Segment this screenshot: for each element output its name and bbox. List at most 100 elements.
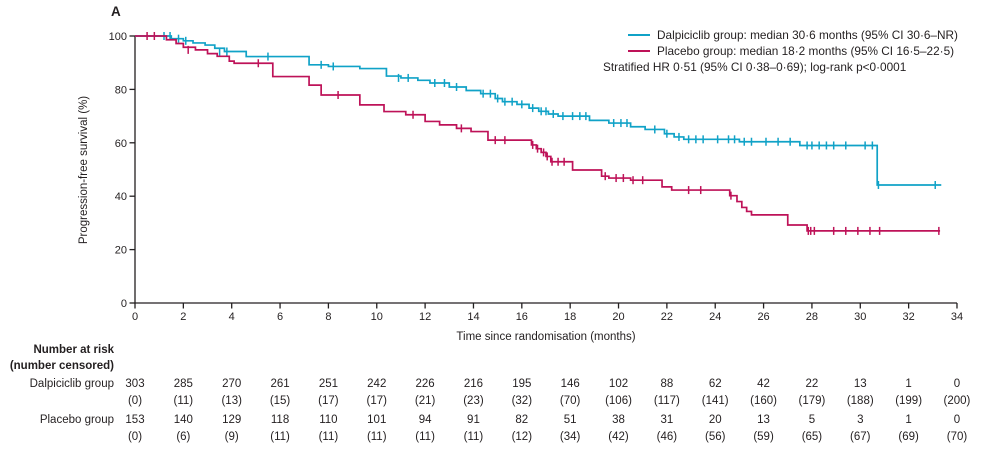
risk-cell: 22 (805, 378, 819, 390)
svg-text:100: 100 (109, 31, 127, 43)
svg-text:16: 16 (516, 311, 528, 323)
svg-text:10: 10 (371, 311, 383, 323)
svg-text:32: 32 (903, 311, 915, 323)
legend-item-dalpiciclib: Dalpiciclib group: median 30·6 months (9… (603, 27, 958, 43)
risk-cell: 51 (563, 414, 577, 426)
risk-cell: 216 (463, 378, 484, 390)
dalpiciclib-group-curve (135, 35, 942, 186)
risk-cell: 251 (318, 378, 338, 390)
legend-label-dalpiciclib: Dalpiciclib group: median 30·6 months (9… (657, 28, 958, 42)
risk-cell: 242 (367, 378, 387, 390)
risk-cell: (106) (605, 395, 632, 407)
risk-cell: (34) (559, 431, 581, 443)
risk-cell: (0) (127, 431, 143, 443)
risk-cell: (11) (463, 431, 484, 443)
risk-cell: (67) (850, 431, 871, 443)
risk-cell: (0) (127, 395, 143, 407)
risk-cell: (141) (701, 395, 729, 407)
risk-cell: (56) (704, 431, 726, 443)
risk-cell: (9) (224, 431, 239, 443)
svg-text:4: 4 (229, 311, 235, 323)
risk-cell: (69) (898, 431, 919, 443)
risk-cell: 129 (222, 414, 242, 426)
risk-cell: (70) (559, 395, 581, 407)
axes (129, 35, 958, 309)
svg-text:12: 12 (419, 311, 431, 323)
svg-text:40: 40 (115, 191, 127, 203)
svg-text:2: 2 (180, 311, 186, 323)
risk-cell: (13) (221, 395, 242, 407)
risk-cell: 3 (857, 414, 864, 426)
dalpiciclib-group-censor-marks (163, 32, 936, 189)
risk-cell: (11) (415, 431, 435, 443)
placebo-line-swatch (628, 50, 650, 52)
risk-row-label-placebo: Placebo group (39, 414, 114, 426)
risk-cell: (32) (511, 395, 533, 407)
risk-cell: (11) (270, 431, 290, 443)
risk-cell: (200) (943, 395, 971, 407)
y-axis-title: Progression-free survival (%) (78, 95, 90, 245)
risk-cell: (21) (414, 395, 436, 407)
panel-label: A (111, 4, 121, 19)
risk-cell: 0 (953, 414, 961, 426)
risk-cell: (17) (318, 395, 339, 407)
risk-cell: 38 (612, 414, 625, 426)
risk-cell: (188) (846, 395, 874, 407)
risk-cell: 1 (905, 414, 912, 426)
risk-cell: 261 (270, 378, 290, 390)
risk-cell: (12) (511, 431, 533, 443)
risk-cell: (11) (318, 431, 339, 443)
svg-text:22: 22 (661, 311, 673, 323)
x-axis-title: Time since randomisation (months) (456, 331, 636, 343)
risk-cell: 82 (515, 414, 529, 426)
risk-cell: (70) (946, 431, 968, 443)
risk-table-header-line1: Number at risk (33, 344, 114, 356)
risk-cell: 20 (708, 414, 722, 426)
risk-cell: 303 (125, 378, 145, 390)
risk-cell: (199) (895, 395, 923, 407)
stratified-hr-note: Stratified HR 0·51 (95% CI 0·38–0·69); l… (603, 60, 907, 74)
svg-text:20: 20 (115, 245, 127, 257)
risk-cell: (46) (656, 431, 678, 443)
risk-cell: 13 (853, 378, 867, 390)
risk-cell: (15) (269, 395, 291, 407)
svg-text:6: 6 (277, 311, 283, 323)
risk-cell: 1 (905, 378, 912, 390)
svg-text:14: 14 (467, 311, 479, 323)
risk-cell: (11) (173, 395, 194, 407)
risk-cell: 91 (467, 414, 480, 426)
risk-cell: (59) (753, 431, 774, 443)
svg-text:60: 60 (115, 138, 127, 150)
risk-table-header-line2: (number censored) (9, 360, 114, 372)
legend-item-placebo: Placebo group: median 18·2 months (95% C… (603, 43, 958, 59)
risk-cell: (6) (176, 431, 191, 443)
svg-text:18: 18 (564, 311, 576, 323)
risk-cell: 118 (270, 414, 290, 426)
risk-cell: 0 (953, 378, 961, 390)
risk-cell: 94 (418, 414, 432, 426)
risk-cell: 140 (173, 414, 193, 426)
legend: Dalpiciclib group: median 30·6 months (9… (603, 27, 958, 75)
risk-row-label-dalpiciclib: Dalpiciclib group (29, 378, 114, 390)
svg-text:20: 20 (612, 311, 624, 323)
dalpiciclib-line-swatch (628, 34, 650, 36)
svg-text:30: 30 (854, 311, 866, 323)
risk-cell: 153 (125, 414, 145, 426)
risk-cell: (23) (463, 395, 484, 407)
risk-cell: 270 (222, 378, 242, 390)
risk-cell: 110 (319, 414, 338, 426)
risk-cell: (42) (608, 431, 629, 443)
risk-cell: 195 (512, 378, 532, 390)
placebo-group-censor-marks (146, 32, 940, 235)
legend-label-placebo: Placebo group: median 18·2 months (95% C… (657, 44, 955, 58)
svg-text:26: 26 (757, 311, 769, 323)
svg-text:0: 0 (132, 311, 138, 323)
svg-text:80: 80 (115, 84, 127, 96)
svg-text:34: 34 (951, 311, 963, 323)
risk-cell: 226 (415, 378, 435, 390)
risk-cell: 5 (808, 414, 816, 426)
risk-cell: (117) (653, 395, 680, 407)
